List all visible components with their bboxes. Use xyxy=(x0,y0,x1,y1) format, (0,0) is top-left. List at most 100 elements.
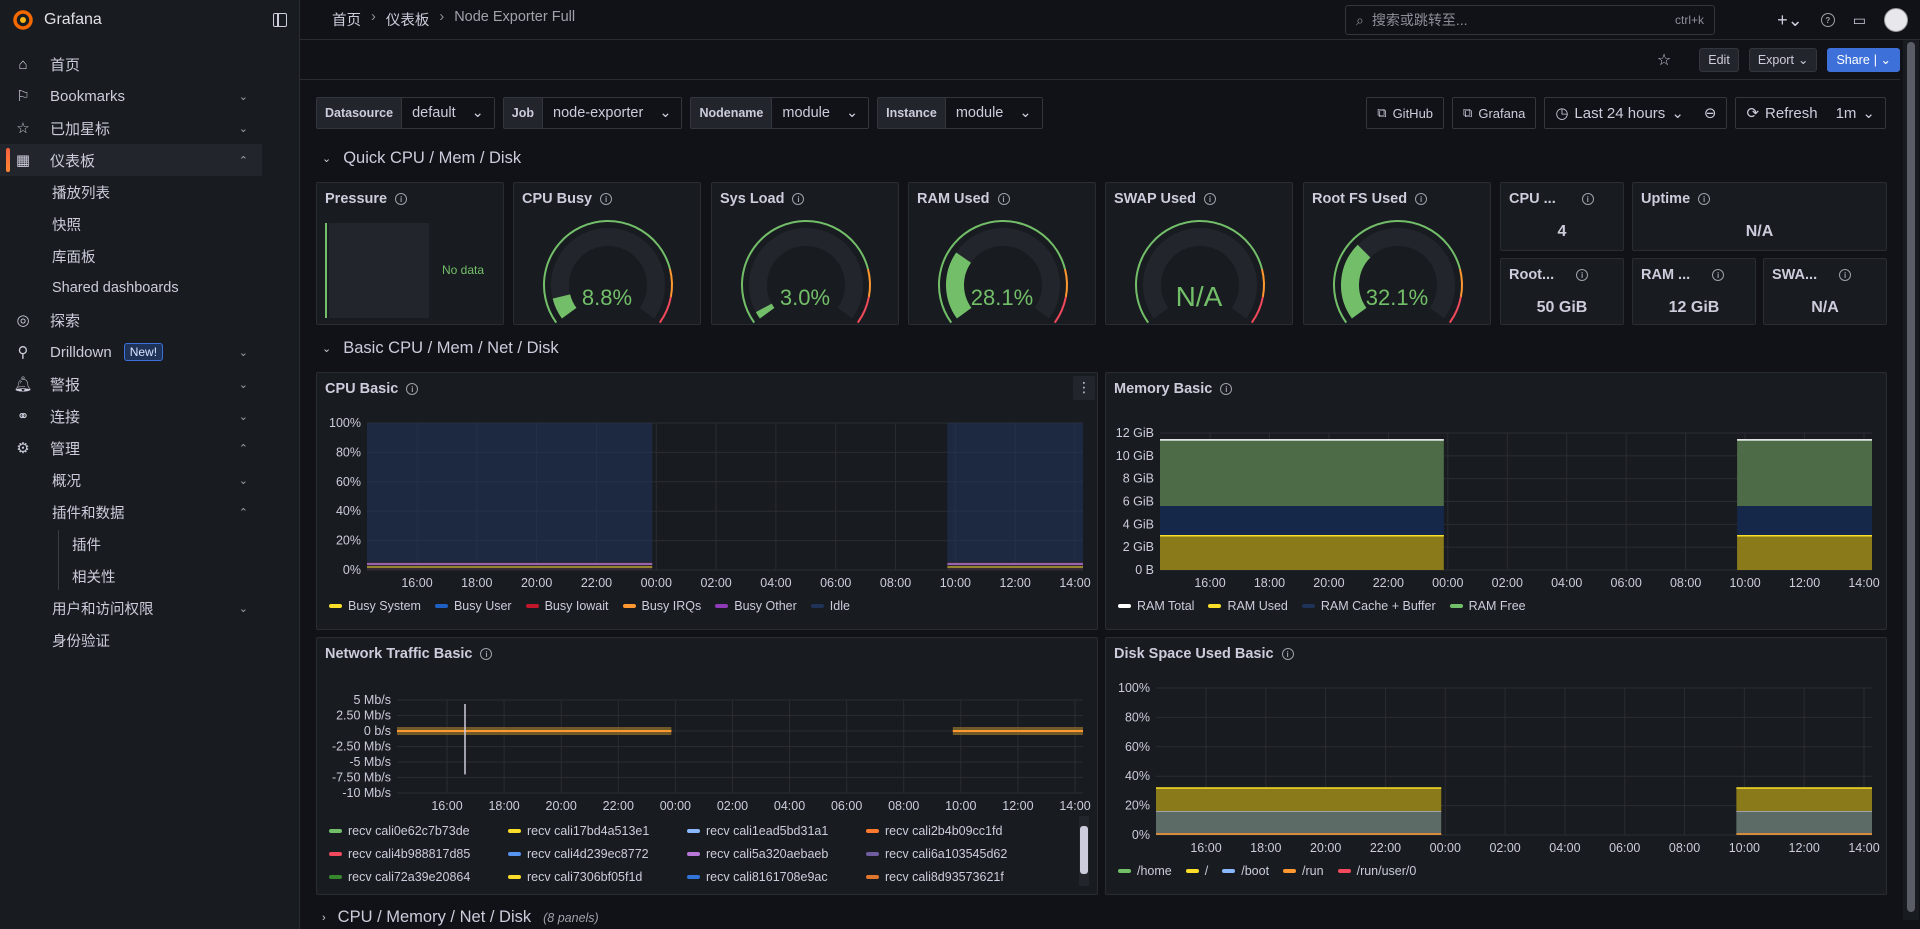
info-icon[interactable]: i xyxy=(1576,269,1589,281)
panel-pressure[interactable]: Pressure i No data xyxy=(316,182,504,325)
star-icon[interactable]: ☆ xyxy=(1656,51,1672,69)
legend-item[interactable]: Busy System xyxy=(329,599,421,613)
sidebar-item-administration[interactable]: ⚙ 管理 ⌃ xyxy=(0,432,262,464)
legend-item[interactable]: recv cali4d239ec8772 xyxy=(508,847,673,861)
legend-item[interactable]: recv cali6a103545d62 xyxy=(866,847,1031,861)
sidebar-item-plugins-data[interactable]: 插件和数据 ⌃ xyxy=(0,496,262,528)
grafana-link[interactable]: ⧉ Grafana xyxy=(1452,97,1537,129)
github-link[interactable]: ⧉ GitHub xyxy=(1366,97,1445,129)
variable-nodename[interactable]: Nodename module ⌄ xyxy=(690,97,870,129)
panel-cpu-cores[interactable]: CPU ... i 4 xyxy=(1500,182,1624,251)
chevron-down-icon[interactable]: ⌄ xyxy=(238,346,248,359)
sidebar-item-starred[interactable]: ☆ 已加星标 ⌄ xyxy=(0,112,262,144)
sidebar-item-shared-dashboards[interactable]: Shared dashboards xyxy=(0,272,262,304)
sidebar-item-playlists[interactable]: 播放列表 xyxy=(0,176,262,208)
variable-select[interactable]: module ⌄ xyxy=(945,98,1042,128)
sidebar-item-general[interactable]: 概况 ⌄ xyxy=(0,464,262,496)
chevron-down-icon[interactable]: ⌄ xyxy=(238,474,248,487)
legend-item[interactable]: RAM Cache + Buffer xyxy=(1301,599,1436,613)
avatar[interactable] xyxy=(1884,8,1908,32)
info-icon[interactable]: i xyxy=(1220,383,1233,395)
sidebar-item-plugins[interactable]: 插件 xyxy=(0,528,262,560)
info-icon[interactable]: i xyxy=(792,193,805,205)
panel-network-traffic-basic[interactable]: Network Traffic Basic i 5 Mb/s 2.50 Mb/s 0 … xyxy=(316,637,1098,895)
chevron-up-icon[interactable]: ⌃ xyxy=(238,442,248,455)
info-icon[interactable]: i xyxy=(480,648,493,660)
legend-item[interactable]: recv cali5a320aebaeb xyxy=(687,847,852,861)
info-icon[interactable]: i xyxy=(997,193,1010,205)
variable-job[interactable]: Job node-exporter ⌄ xyxy=(502,97,683,129)
sidebar-item-correlations[interactable]: 相关性 xyxy=(0,560,262,592)
info-icon[interactable]: i xyxy=(600,193,613,205)
panel-ram-total[interactable]: RAM ... i 12 GiB xyxy=(1632,258,1756,325)
refresh-interval[interactable]: 1m xyxy=(1835,104,1857,122)
info-icon[interactable]: i xyxy=(1203,193,1216,205)
refresh-picker[interactable]: ⟳ Refresh 1m ⌄ xyxy=(1735,97,1886,129)
help-icon[interactable]: ? xyxy=(1820,13,1835,27)
legend-item[interactable]: RAM Used xyxy=(1208,599,1288,613)
info-icon[interactable]: i xyxy=(406,383,419,395)
sidebar-item-drilldown[interactable]: ⚲ Drilldown New! ⌄ xyxy=(0,336,262,368)
legend-item[interactable]: /boot xyxy=(1222,864,1269,878)
chevron-down-icon[interactable]: ⌄ xyxy=(238,122,248,135)
legend-item[interactable]: Busy Other xyxy=(715,599,797,613)
panel-swap-used[interactable]: SWAP Used i N/A xyxy=(1105,182,1293,325)
chevron-down-icon[interactable]: ⌄ xyxy=(238,90,248,103)
panel-ram-used[interactable]: RAM Used i 28.1% xyxy=(908,182,1096,325)
panel-root-fs-used[interactable]: Root FS Used i 32.1% xyxy=(1303,182,1491,325)
panel-sys-load[interactable]: Sys Load i 3.0% xyxy=(711,182,899,325)
legend-item[interactable]: Busy User xyxy=(434,599,512,613)
grafana-logo-icon[interactable] xyxy=(12,9,34,31)
sidebar-item-connections[interactable]: ⚭ 连接 ⌄ xyxy=(0,400,262,432)
sidebar-item-alerting[interactable]: 🔔︎ 警报 ⌄ xyxy=(0,368,262,400)
legend-item[interactable]: Idle xyxy=(810,599,850,613)
sidebar-item-home[interactable]: ⌂ 首页 xyxy=(0,48,262,80)
row-cpu-memory[interactable]: › CPU / Memory / Net / Disk (8 panels) xyxy=(322,908,599,927)
share-button[interactable]: Share | ⌄ xyxy=(1827,47,1900,72)
info-icon[interactable]: i xyxy=(395,193,408,205)
legend-item[interactable]: Busy Iowait xyxy=(525,599,609,613)
panel-cpu-busy[interactable]: CPU Busy i 8.8% xyxy=(513,182,701,325)
info-icon[interactable]: i xyxy=(1415,193,1428,205)
search-input[interactable]: ⌕ 搜索或跳转至... ctrl+k xyxy=(1345,5,1715,35)
breadcrumb-home[interactable]: 首页 xyxy=(332,13,361,29)
dock-menu-icon[interactable] xyxy=(273,13,287,27)
legend-item[interactable]: /run/user/0 xyxy=(1337,864,1416,878)
panel-uptime[interactable]: Uptime i N/A xyxy=(1632,182,1887,251)
sidebar-item-bookmarks[interactable]: ⚐ Bookmarks ⌄ xyxy=(0,80,262,112)
legend-item[interactable]: recv cali1ead5bd31a1 xyxy=(687,824,852,838)
sidebar-item-dashboards[interactable]: ▦ 仪表板 ⌃ xyxy=(0,144,262,176)
panel-swap-total[interactable]: SWA... i N/A xyxy=(1763,258,1887,325)
panel-menu-icon[interactable]: ⋮ xyxy=(1073,376,1095,400)
panel-disk-space-used-basic[interactable]: Disk Space Used Basic i 100% 80% 60% 40% 20% 0… xyxy=(1105,637,1887,895)
legend-item[interactable]: recv cali72a39e20864 xyxy=(329,870,494,884)
legend-item[interactable]: RAM Free xyxy=(1449,599,1526,613)
legend-item[interactable]: / xyxy=(1185,864,1208,878)
panel-cpu-basic[interactable]: CPU Basic i ⋮ 100% 80% 60% 40% 20% 0% 16:00 18:0… xyxy=(316,372,1098,630)
refresh-button[interactable]: Refresh xyxy=(1765,104,1818,122)
legend-item[interactable]: recv cali8161708e9ac xyxy=(687,870,852,884)
legend-item[interactable]: recv cali17bd4a513e1 xyxy=(508,824,673,838)
chevron-down-icon[interactable]: ⌄ xyxy=(238,602,248,615)
sidebar-item-users-access[interactable]: 用户和访问权限 ⌄ xyxy=(0,592,262,624)
sidebar-item-library-panels[interactable]: 库面板 xyxy=(0,240,262,272)
chevron-up-icon[interactable]: ⌃ xyxy=(238,506,248,519)
legend-item[interactable]: /run xyxy=(1283,864,1324,878)
info-icon[interactable]: i xyxy=(1712,269,1725,281)
variable-select[interactable]: module ⌄ xyxy=(772,98,869,128)
legend-item[interactable]: recv cali0e62c7b73de xyxy=(329,824,494,838)
legend-item[interactable]: recv cali2b4b09cc1fd xyxy=(866,824,1031,838)
page-scrollbar[interactable] xyxy=(1903,40,1919,920)
zoom-out-icon[interactable]: ⊖ xyxy=(1703,105,1717,122)
time-range-picker[interactable]: ◷ Last 24 hours ⌄ ⊖ xyxy=(1544,97,1728,129)
row-basic[interactable]: ⌄ Basic CPU / Mem / Net / Disk xyxy=(322,339,559,358)
sidebar-item-authentication[interactable]: 身份验证 xyxy=(0,624,262,656)
legend-scrollbar[interactable] xyxy=(1079,816,1089,886)
news-icon[interactable]: ▭ xyxy=(1852,11,1866,28)
variable-instance[interactable]: Instance module ⌄ xyxy=(877,97,1043,129)
chevron-down-icon[interactable]: ⌄ xyxy=(238,378,248,391)
legend-item[interactable]: recv cali4b988817d85 xyxy=(329,847,494,861)
variable-select[interactable]: default ⌄ xyxy=(402,98,494,128)
breadcrumb-dashboards[interactable]: 仪表板 xyxy=(385,13,430,29)
export-button[interactable]: Export ⌄ xyxy=(1748,47,1818,72)
